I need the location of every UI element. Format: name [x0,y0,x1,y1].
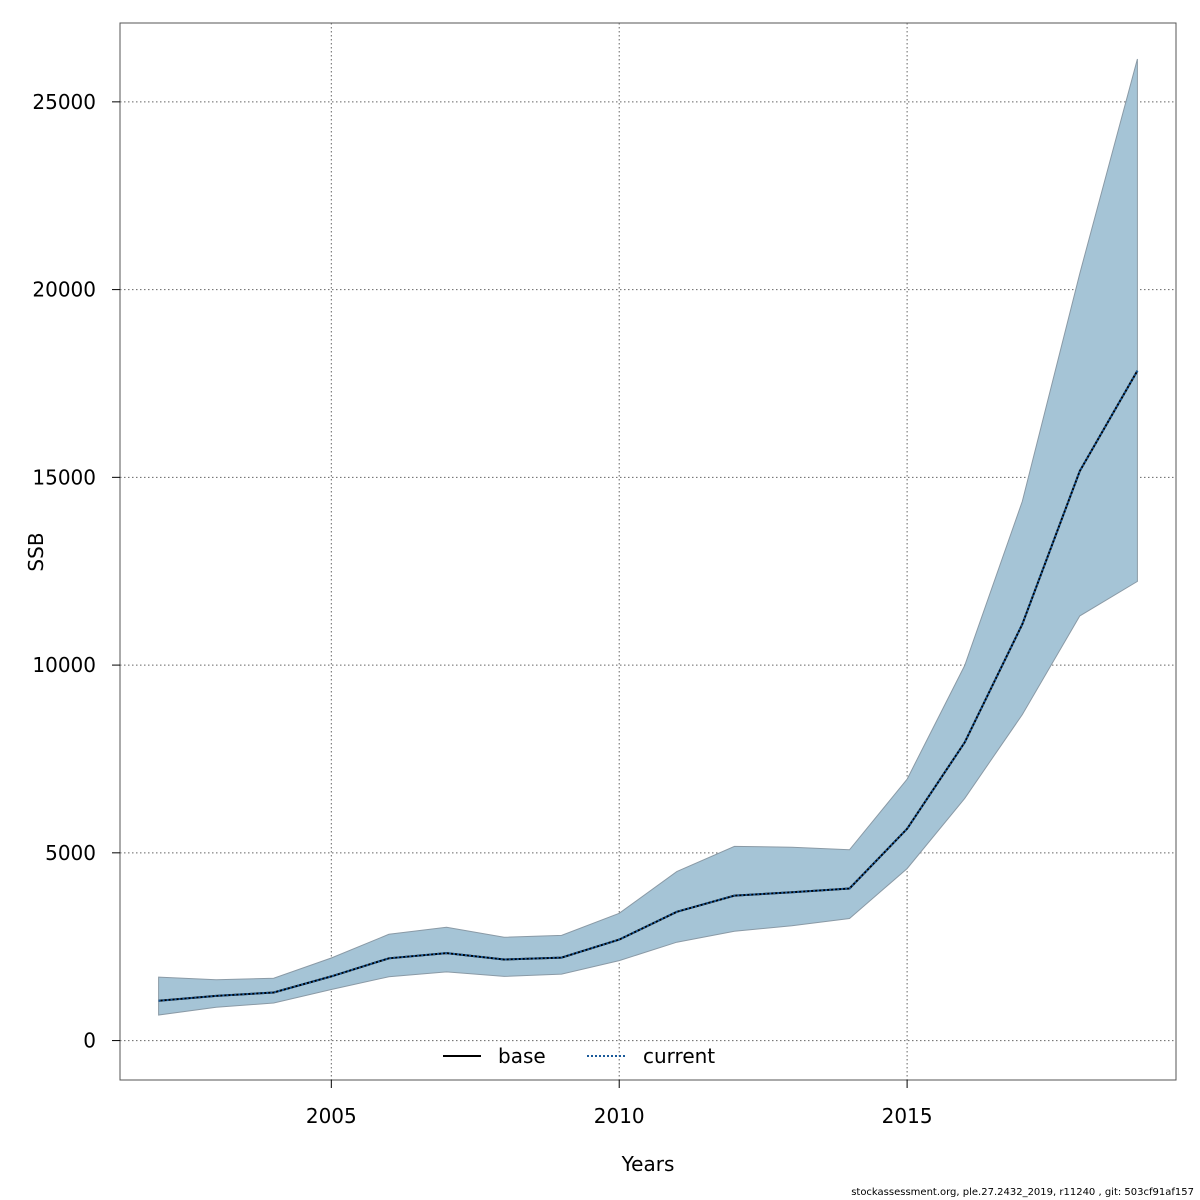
y-tick-label: 15000 [32,465,96,489]
grid-lines [120,23,1176,1080]
x-tick-label: 2005 [306,1104,357,1128]
x-tick-label: 2010 [594,1104,645,1128]
legend: base current [443,1044,715,1068]
x-axis: 2005 2010 2015 [306,1080,933,1128]
plot-border [119,22,1177,1081]
legend-label-current: current [643,1044,715,1068]
y-tick-label: 0 [83,1029,96,1053]
x-axis-title: Years [621,1152,675,1176]
y-tick-label: 10000 [32,653,96,677]
confidence-band [158,58,1138,1016]
y-tick-label: 20000 [32,278,96,302]
y-tick-label: 5000 [45,841,96,865]
y-axis: 0 5000 10000 15000 20000 25000 [32,90,120,1053]
footer-source-text: stockassessment.org, ple.27.2432_2019, r… [851,1187,1194,1198]
x-tick-label: 2015 [882,1104,933,1128]
series-line-current [158,370,1139,1002]
y-tick-label: 25000 [32,90,96,114]
y-axis-title: SSB [24,532,48,571]
series-lines [158,370,1139,1002]
legend-label-base: base [498,1044,546,1068]
